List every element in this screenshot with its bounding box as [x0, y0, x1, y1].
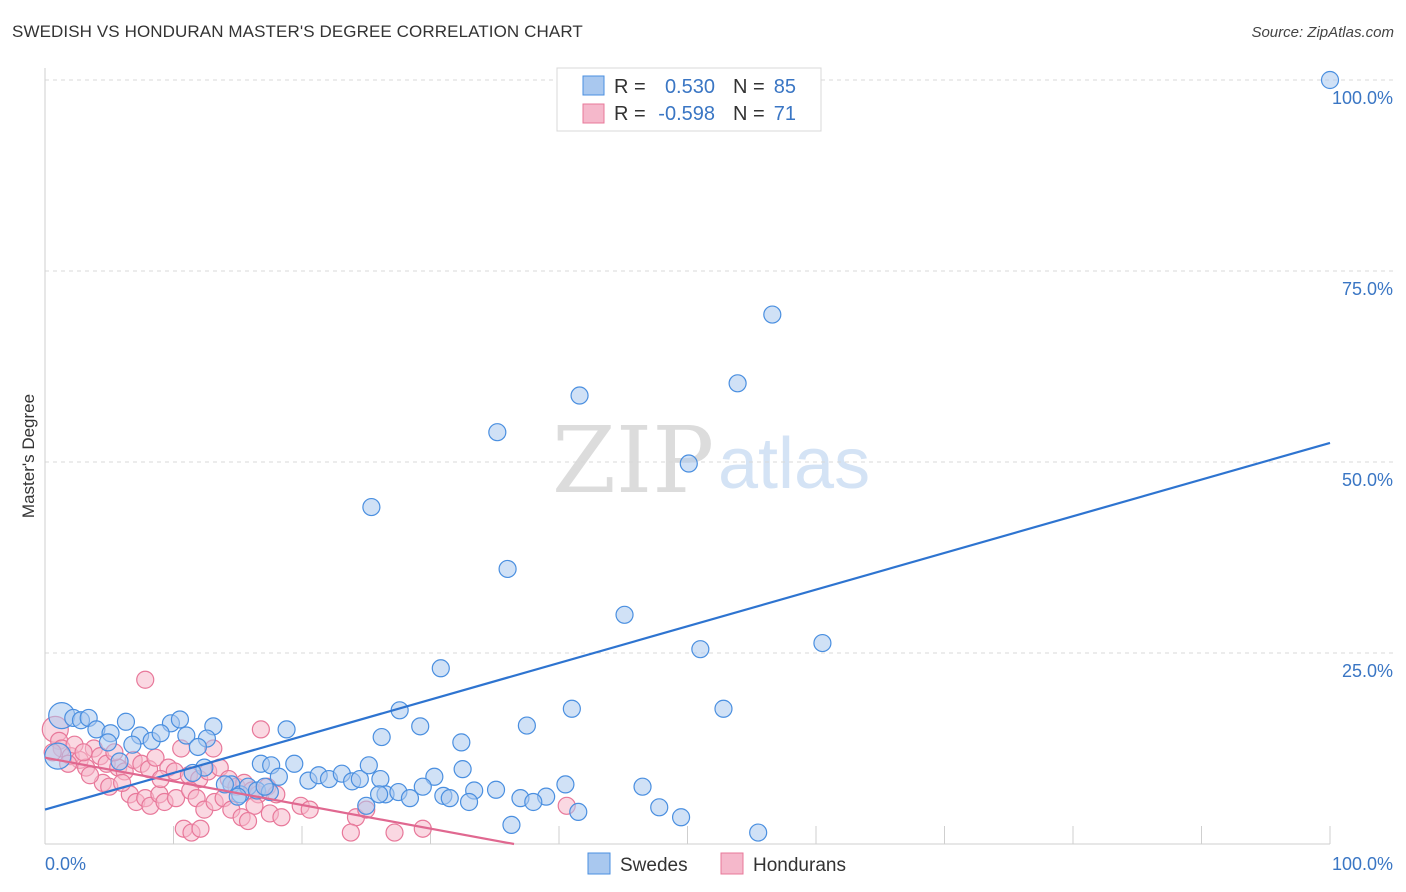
hondurans-point — [146, 748, 165, 767]
legend-swatch-swedes — [582, 75, 605, 96]
swedes-point — [452, 733, 471, 752]
swedes-point — [440, 789, 459, 808]
hondurans-point — [80, 766, 100, 785]
x-tick-label-100: 100.0% — [1332, 854, 1393, 874]
swedes-point — [556, 775, 575, 794]
swedes-point — [44, 742, 72, 770]
hondurans-point — [136, 670, 155, 689]
swedes-point — [679, 454, 698, 473]
swedes-point — [123, 735, 142, 754]
swedes-point — [116, 712, 136, 731]
swedes-point — [370, 785, 389, 804]
swedes-point — [350, 769, 369, 789]
swedes-point — [459, 792, 479, 812]
hondurans-point — [74, 743, 93, 762]
legend-n-label-hondurans: N = — [733, 103, 765, 125]
swedes-point — [524, 792, 543, 812]
series-legend-label-swedes: Swedes — [620, 855, 688, 876]
hondurans-point — [385, 823, 404, 842]
swedes-point — [763, 305, 782, 324]
swedes-point — [357, 796, 376, 815]
swedes-point — [277, 720, 296, 739]
y-tick-label-50: 50.0% — [1342, 470, 1393, 490]
source-label: Source: ZipAtlas.com — [1251, 24, 1394, 41]
swedes-point — [691, 640, 710, 659]
x-tick-label-0: 0.0% — [45, 854, 86, 874]
swedes-point — [362, 497, 381, 517]
swedes-points — [44, 70, 1340, 842]
series-legend-swatch-hondurans — [720, 852, 744, 875]
swedes-point — [671, 808, 691, 827]
hondurans-point — [272, 808, 291, 827]
swedes-point — [151, 724, 170, 743]
hondurans-point — [245, 796, 264, 815]
swedes-point — [714, 699, 733, 718]
swedes-point — [453, 760, 472, 779]
swedes-point — [110, 752, 129, 771]
correlation-legend: R = 0.530 N = 85 R = -0.598 N = 71 — [556, 67, 822, 132]
swedes-point — [400, 789, 420, 808]
trend-lines — [44, 441, 1331, 846]
swedes-point — [650, 798, 669, 817]
swedes-point — [413, 777, 432, 796]
swedes-trend-line — [44, 441, 1331, 811]
y-tick-label-25: 25.0% — [1342, 661, 1393, 681]
series-legend: Swedes Hondurans — [587, 852, 846, 876]
series-legend-swatch-swedes — [587, 852, 611, 875]
swedes-point — [269, 767, 288, 786]
swedes-point — [570, 386, 589, 405]
swedes-point — [488, 423, 507, 442]
series-legend-label-hondurans: Hondurans — [753, 855, 846, 876]
x-axis-ticks — [44, 826, 1331, 844]
legend-r-value-hondurans: -0.598 — [658, 103, 715, 125]
gridlines — [45, 79, 1393, 654]
swedes-point — [486, 780, 506, 799]
chart-title: SWEDISH VS HONDURAN MASTER'S DEGREE CORR… — [12, 22, 583, 41]
swedes-point — [633, 777, 652, 796]
watermark-atlas: atlas — [718, 424, 870, 504]
legend-r-label-hondurans: R = — [614, 103, 646, 125]
swedes-point — [188, 737, 208, 757]
legend-r-value-swedes: 0.530 — [665, 76, 715, 98]
swedes-point — [749, 823, 768, 842]
swedes-point — [255, 777, 274, 796]
swedes-point — [411, 717, 430, 736]
y-tick-label-100: 100.0% — [1332, 88, 1393, 108]
hondurans-point — [166, 789, 186, 808]
legend-n-value-swedes: 85 — [774, 76, 796, 98]
hondurans-point — [191, 819, 210, 838]
legend-swatch-hondurans — [582, 103, 605, 124]
legend-n-value-hondurans: 71 — [774, 103, 796, 125]
swedes-point — [228, 787, 247, 806]
swedes-point — [285, 754, 304, 773]
swedes-point — [569, 802, 588, 822]
swedes-point — [170, 710, 190, 729]
y-axis-title: Master's Degree — [19, 394, 38, 518]
hondurans-point — [341, 823, 360, 842]
swedes-point — [372, 727, 391, 747]
swedes-point — [98, 733, 118, 752]
swedes-point — [359, 756, 378, 775]
swedes-point — [431, 659, 450, 678]
swedes-point — [1320, 70, 1340, 90]
swedes-point — [517, 716, 536, 735]
legend-r-label-swedes: R = — [614, 76, 646, 98]
swedes-point — [615, 605, 634, 624]
hondurans-point — [251, 720, 270, 739]
swedes-point — [177, 726, 196, 745]
y-tick-label-75: 75.0% — [1342, 279, 1393, 299]
swedes-point — [502, 815, 521, 835]
swedes-point — [215, 775, 234, 794]
hondurans-point — [238, 811, 258, 831]
hondurans-trend-line — [44, 756, 515, 846]
swedes-point — [425, 767, 444, 786]
swedes-point — [498, 559, 517, 579]
swedes-point — [813, 633, 832, 653]
legend-n-label-swedes: N = — [733, 76, 765, 98]
swedes-point — [728, 374, 747, 393]
hondurans-point — [300, 800, 319, 819]
swedes-point — [371, 769, 390, 789]
swedes-point — [562, 699, 581, 718]
